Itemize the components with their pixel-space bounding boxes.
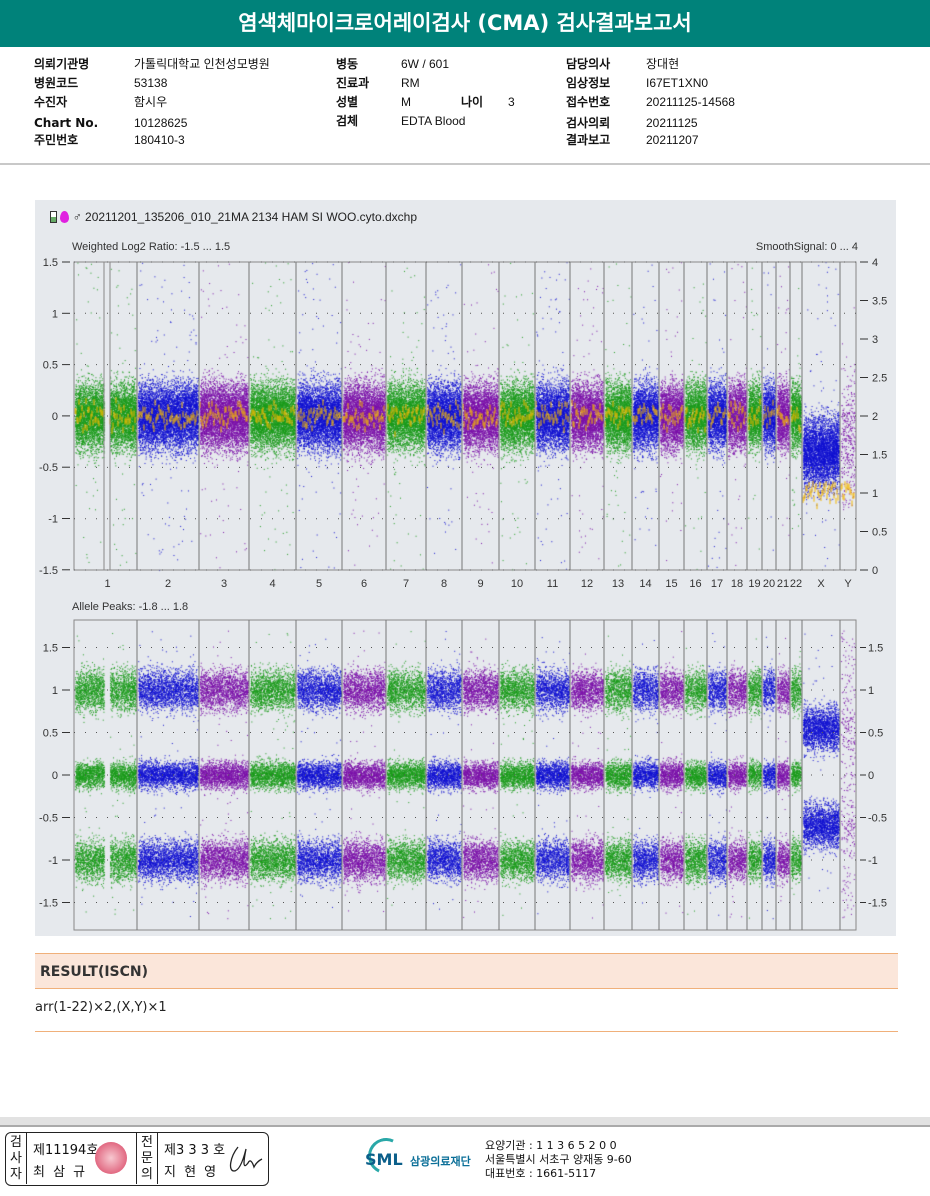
info-label: 병원코드 xyxy=(34,76,79,90)
info-label: 검사의뢰 xyxy=(566,116,611,130)
org-code: 요양기관 : 1 1 3 6 5 2 0 0 xyxy=(485,1139,617,1152)
info-label: 접수번호 xyxy=(566,95,611,109)
info-label: 성별 xyxy=(336,95,359,109)
info-value: I67ET1XN0 xyxy=(646,76,709,90)
info-label: Chart No. xyxy=(34,116,99,130)
chart-filename: 20211201_135206_010_21MA 2134 HAM SI WOO… xyxy=(85,210,418,224)
info-label: 임상정보 xyxy=(566,76,611,90)
result-iscn: arr(1-22)×2,(X,Y)×1 xyxy=(35,1000,167,1015)
inspector-name: 최 삼 규 xyxy=(33,1165,88,1180)
org-phone: 대표번호 : 1661-5117 xyxy=(485,1167,597,1180)
org-address: 서울특별시 서초구 양재동 9-60 xyxy=(485,1153,632,1166)
report-title: 염색체마이크로어레이검사 (CMA) 검사결과보고서 xyxy=(0,0,930,47)
info-value: 20211207 xyxy=(646,133,699,147)
signature-box: 검사자 제11194호 최 삼 규 전문의 제3 3 3 호 지 현 영 xyxy=(5,1132,269,1186)
divider xyxy=(0,163,930,165)
chart-file-header: ♂ 20211201_135206_010_21MA 2134 HAM SI W… xyxy=(50,210,417,224)
inspector-license: 제11194호 xyxy=(33,1143,99,1158)
signature xyxy=(229,1146,263,1172)
specialist-label: 전문의 xyxy=(141,1135,153,1182)
info-value: 6W / 601 xyxy=(401,57,450,71)
divider xyxy=(35,1031,898,1032)
battery-icon xyxy=(50,211,57,223)
male-icon: ♂ xyxy=(72,210,82,224)
pin-icon xyxy=(60,211,70,223)
age-label: 나이 xyxy=(461,95,484,109)
info-value: 53138 xyxy=(134,76,168,90)
info-value: 함시우 xyxy=(134,95,168,109)
info-label: 병동 xyxy=(336,57,359,71)
footer-divider xyxy=(0,1117,930,1127)
specialist-license: 제3 3 3 호 xyxy=(164,1143,226,1158)
info-label: 수진자 xyxy=(34,95,68,109)
info-value: 180410-3 xyxy=(134,133,185,147)
org-info: 요양기관 : 1 1 3 6 5 2 0 0 서울특별시 서초구 양재동 9-6… xyxy=(485,1139,632,1181)
info-label: 진료과 xyxy=(336,76,370,90)
info-label: 주민번호 xyxy=(34,133,79,147)
result-heading: RESULT(ISCN) xyxy=(35,953,898,989)
logo-text: SML xyxy=(365,1150,403,1169)
official-seal xyxy=(95,1142,127,1174)
info-label: 의뢰기관명 xyxy=(34,57,90,71)
info-value: 20211125 xyxy=(646,116,698,130)
info-value: 장대현 xyxy=(646,57,680,71)
info-label: 담당의사 xyxy=(566,57,611,71)
info-value: RM xyxy=(401,76,420,90)
info-value: M xyxy=(401,95,411,109)
info-value: 20211125-14568 xyxy=(646,95,735,109)
info-value: 10128625 xyxy=(134,116,188,130)
info-value: EDTA Blood xyxy=(401,114,466,128)
sml-logo: SML xyxy=(362,1132,410,1182)
inspector-label: 검사자 xyxy=(10,1135,22,1182)
cma-chart-panel xyxy=(35,200,896,936)
org-name: 삼광의료재단 xyxy=(410,1155,471,1168)
info-value: 가톨릭대학교 인천성모병원 xyxy=(134,57,270,71)
specialist-name: 지 현 영 xyxy=(164,1165,219,1180)
age-value: 3 xyxy=(508,95,515,109)
info-label: 검체 xyxy=(336,114,359,128)
info-label: 결과보고 xyxy=(566,133,611,147)
